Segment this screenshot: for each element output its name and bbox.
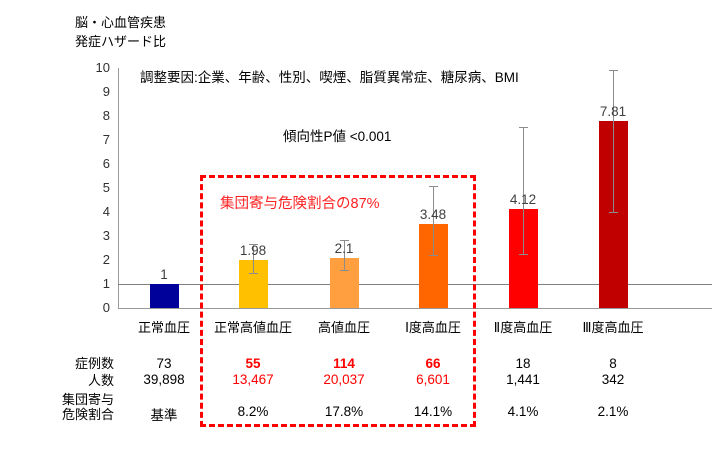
row-label-cases-line0: 症例数 xyxy=(74,356,114,371)
y-tick-9: 9 xyxy=(102,84,110,99)
table-cell-cases-2: 114 xyxy=(333,356,355,371)
row-label-par: 集団寄与 危険割合 xyxy=(30,392,114,422)
table-cell-par-1: 8.2% xyxy=(237,404,269,419)
error-bar-4 xyxy=(522,126,524,254)
error-bar-cap-top-2 xyxy=(339,239,349,241)
bar-value-label-0: 1 xyxy=(160,267,168,282)
y-tick-7: 7 xyxy=(102,132,110,147)
table-cell-population-4: 1,441 xyxy=(506,372,540,387)
error-bar-3 xyxy=(432,185,434,256)
bar-value-label-3: 3.48 xyxy=(419,207,447,223)
error-bar-cap-bottom-3 xyxy=(428,255,438,257)
table-cell-par-0: 基準 xyxy=(150,408,178,423)
table-cell-par-3: 14.1% xyxy=(413,404,453,419)
row-label-population-line0: 人数 xyxy=(87,373,114,388)
y-tick-1: 1 xyxy=(102,276,110,291)
table-cell-cases-0: 73 xyxy=(156,356,172,371)
x-axis-line xyxy=(118,308,712,309)
category-label-4: Ⅱ度高血圧 xyxy=(493,320,553,335)
y-tick-2: 2 xyxy=(102,252,110,267)
table-cell-cases-3: 66 xyxy=(425,356,441,371)
error-bar-2 xyxy=(343,239,345,270)
error-bar-cap-bottom-5 xyxy=(608,212,618,213)
error-bar-cap-bottom-4 xyxy=(518,254,528,255)
y-axis-line xyxy=(118,68,119,308)
bar-value-label-1: 1.98 xyxy=(239,243,267,259)
p-trend-note: 傾向性P値 <0.001 xyxy=(283,129,392,144)
category-label-0: 正常血圧 xyxy=(137,320,191,335)
table-cell-cases-4: 18 xyxy=(515,356,531,371)
error-bar-5 xyxy=(612,70,614,212)
y-tick-8: 8 xyxy=(102,108,110,123)
category-label-3: Ⅰ度高血圧 xyxy=(405,320,461,335)
row-label-cases: 症例数 xyxy=(30,356,114,371)
error-bar-cap-bottom-1 xyxy=(248,273,258,275)
table-cell-par-4: 4.1% xyxy=(507,404,539,419)
category-label-2: 高値血圧 xyxy=(317,320,371,335)
row-label-par-line1: 危険割合 xyxy=(61,407,114,422)
reference-line xyxy=(118,284,712,285)
y-axis-title: 脳・心血管疾患 発症ハザード比 xyxy=(75,13,166,51)
error-bar-cap-bottom-2 xyxy=(339,269,349,271)
par-annotation: 集団寄与危険割合の87% xyxy=(220,196,380,212)
error-bar-cap-top-4 xyxy=(518,126,528,128)
table-cell-cases-1: 55 xyxy=(245,356,261,371)
row-label-population: 人数 xyxy=(30,373,114,388)
row-label-par-line0: 集団寄与 xyxy=(61,392,114,407)
bar-value-label-2: 2.1 xyxy=(334,240,354,256)
error-bar-cap-top-3 xyxy=(428,185,438,187)
y-axis-title-line1: 脳・心血管疾患 xyxy=(75,15,167,30)
table-cell-population-1: 13,467 xyxy=(232,372,274,387)
y-tick-5: 5 xyxy=(102,180,110,195)
table-cell-population-0: 39,898 xyxy=(143,372,185,387)
bar-value-label-4: 4.12 xyxy=(509,192,537,208)
y-tick-4: 4 xyxy=(102,204,110,219)
category-label-5: Ⅲ度高血圧 xyxy=(582,320,644,335)
table-cell-population-3: 6,601 xyxy=(416,372,450,387)
adjustment-note: 調整要因:企業、年齢、性別、喫煙、脂質異常症、糖尿病、BMI xyxy=(140,70,519,85)
y-tick-0: 0 xyxy=(102,300,110,315)
error-bar-cap-top-5 xyxy=(608,70,618,72)
y-tick-6: 6 xyxy=(102,156,110,171)
error-bar-1 xyxy=(252,244,254,274)
table-cell-par-2: 17.8% xyxy=(324,404,364,419)
y-tick-10: 10 xyxy=(95,60,110,75)
error-bar-cap-top-1 xyxy=(248,244,258,246)
y-axis-title-line2: 発症ハザード比 xyxy=(75,34,167,49)
category-label-1: 正常高値血圧 xyxy=(213,320,293,335)
table-cell-par-5: 2.1% xyxy=(597,404,629,419)
table-cell-population-2: 20,037 xyxy=(323,372,365,387)
table-cell-population-5: 342 xyxy=(601,372,625,387)
par-highlight-box xyxy=(200,175,476,427)
y-tick-3: 3 xyxy=(102,228,110,243)
table-cell-cases-5: 8 xyxy=(609,356,617,371)
bar-0 xyxy=(149,284,179,308)
bar-value-label-5: 7.81 xyxy=(599,103,627,119)
